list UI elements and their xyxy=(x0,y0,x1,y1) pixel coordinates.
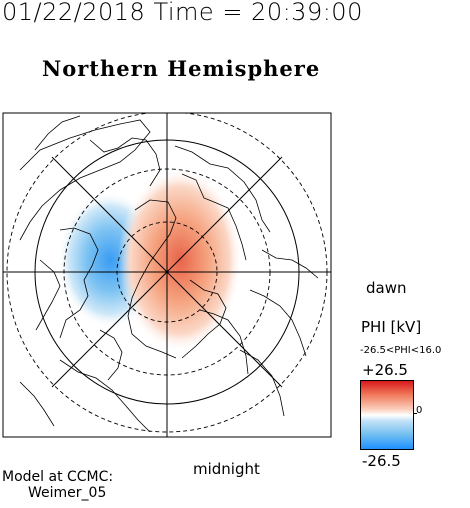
potential-cell-positive xyxy=(118,168,242,352)
polar-map-svg xyxy=(2,112,332,438)
legend-color-bar xyxy=(360,380,414,450)
legend-range: -26.5<PHI<16.0 xyxy=(360,345,442,356)
legend-max-label: +26.5 xyxy=(362,361,408,379)
label-midnight: midnight xyxy=(193,460,260,478)
polar-map-frame xyxy=(0,110,470,440)
model-credit-line2: Weimer_05 xyxy=(28,485,107,501)
legend-min-label: -26.5 xyxy=(362,452,401,470)
label-dawn: dawn xyxy=(366,279,407,297)
map-title: Northern Hemisphere xyxy=(42,56,321,81)
coastlines xyxy=(19,115,319,433)
legend-zero-label: 0 xyxy=(416,405,423,416)
legend-zero-tick xyxy=(413,413,417,414)
date-time-header: 01/22/2018 Time = 20:39:00 xyxy=(2,0,363,26)
legend-title: PHI [kV] xyxy=(361,318,422,336)
model-credit-line1: Model at CCMC: xyxy=(2,469,114,485)
